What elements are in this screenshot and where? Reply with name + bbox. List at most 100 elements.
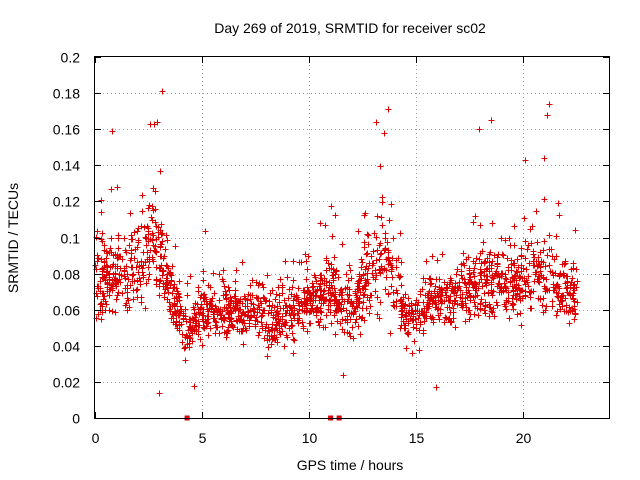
data-point	[473, 255, 480, 262]
data-point	[541, 155, 548, 162]
data-point	[399, 307, 406, 314]
data-point	[184, 280, 191, 287]
data-point	[282, 319, 289, 326]
data-point	[151, 247, 158, 254]
data-point	[115, 279, 122, 286]
data-point	[417, 291, 424, 298]
data-point	[355, 228, 362, 235]
data-point	[429, 253, 436, 260]
data-point	[458, 272, 465, 279]
data-point	[200, 268, 207, 275]
data-point	[268, 307, 275, 314]
data-point	[131, 229, 138, 236]
data-point	[377, 299, 384, 306]
data-point	[121, 267, 128, 274]
data-point	[316, 322, 323, 329]
data-point	[541, 238, 548, 245]
data-point	[477, 270, 484, 277]
data-point	[211, 290, 218, 297]
data-point	[443, 292, 450, 299]
y-tick-label: 0.14	[53, 158, 80, 174]
y-tick-label: 0.16	[53, 122, 80, 138]
data-point	[187, 324, 194, 331]
data-point	[361, 239, 368, 246]
data-point	[364, 231, 371, 238]
axis-ticks	[95, 57, 609, 419]
data-point	[409, 317, 416, 324]
data-point	[266, 298, 273, 305]
data-point	[219, 276, 226, 283]
data-point	[104, 281, 111, 288]
data-point	[97, 301, 104, 308]
data-point	[269, 302, 276, 309]
data-point	[353, 292, 360, 299]
data-point	[429, 300, 436, 307]
data-point	[552, 284, 559, 291]
data-point	[150, 242, 157, 249]
data-point	[201, 298, 208, 305]
data-point	[420, 327, 427, 334]
data-point	[437, 306, 444, 313]
data-point	[208, 298, 215, 305]
data-point	[192, 322, 199, 329]
data-point	[114, 265, 121, 272]
data-point	[522, 157, 529, 164]
data-point	[373, 234, 380, 241]
data-point	[145, 276, 152, 283]
data-point	[422, 279, 429, 286]
data-point	[158, 221, 165, 228]
data-point	[377, 251, 384, 258]
data-point	[157, 277, 164, 284]
data-point	[452, 324, 459, 331]
data-point	[476, 126, 483, 133]
data-point	[481, 307, 488, 314]
data-point	[390, 235, 397, 242]
data-point	[559, 303, 566, 310]
data-point	[335, 274, 342, 281]
data-point	[355, 286, 362, 293]
data-point	[482, 302, 489, 309]
data-point	[508, 261, 515, 268]
data-point	[525, 242, 532, 249]
data-point	[98, 316, 105, 323]
data-point	[560, 272, 567, 279]
data-point	[263, 297, 270, 304]
data-point	[276, 299, 283, 306]
data-point	[145, 238, 152, 245]
data-point	[232, 278, 239, 285]
data-point	[536, 279, 543, 286]
data-point	[388, 283, 395, 290]
data-point	[314, 287, 321, 294]
data-point	[330, 277, 337, 284]
data-point	[169, 311, 176, 318]
data-point	[328, 320, 335, 327]
data-point	[524, 246, 531, 253]
data-point	[483, 266, 490, 273]
data-point	[478, 269, 485, 276]
data-point	[158, 231, 165, 238]
data-point	[398, 322, 405, 329]
data-point	[247, 314, 254, 321]
data-point	[305, 289, 312, 296]
data-point	[295, 320, 302, 327]
data-point	[212, 318, 219, 325]
data-point	[566, 320, 573, 327]
data-point	[393, 298, 400, 305]
data-point	[494, 263, 501, 270]
data-point	[467, 274, 474, 281]
data-point	[233, 267, 240, 274]
data-point	[131, 278, 138, 285]
data-point	[320, 324, 327, 331]
data-point	[138, 223, 145, 230]
data-point	[569, 275, 576, 282]
data-point	[263, 321, 270, 328]
data-point	[323, 278, 330, 285]
data-point	[360, 285, 367, 292]
data-point	[498, 270, 505, 277]
data-point	[221, 304, 228, 311]
data-point	[385, 261, 392, 268]
data-point	[109, 308, 116, 315]
data-point	[184, 292, 191, 299]
data-point	[310, 297, 317, 304]
data-point	[460, 250, 467, 257]
